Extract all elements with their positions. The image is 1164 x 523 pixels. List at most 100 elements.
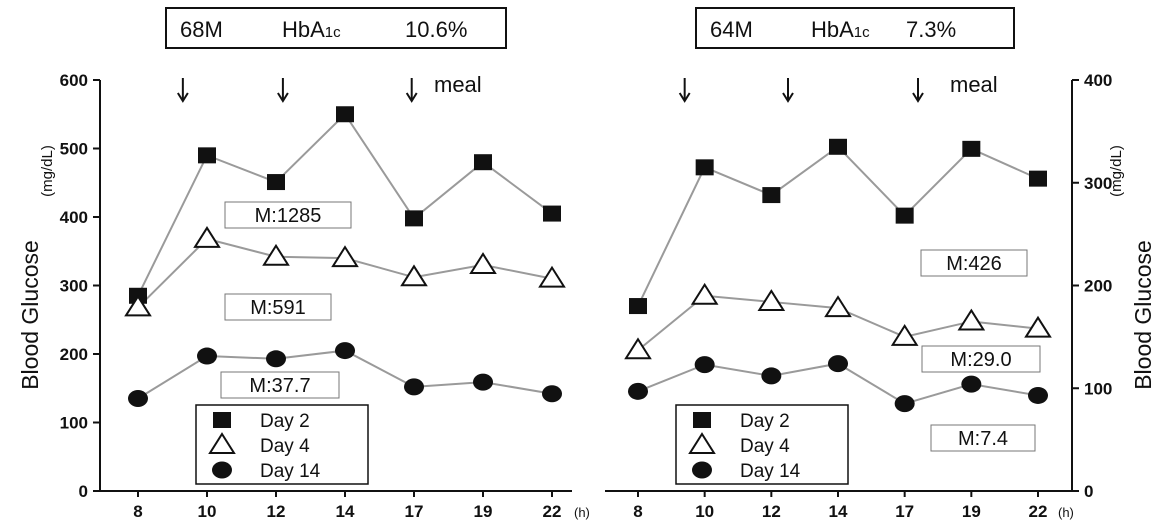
annotation-label: M:591 [250, 297, 306, 319]
x-tick-label: 17 [405, 502, 424, 521]
meal-arrow-head [678, 92, 691, 103]
x-tick-label: 22 [1029, 502, 1048, 521]
data-point-day-2 [336, 106, 354, 123]
x-tick-label: 8 [133, 502, 142, 521]
data-point-day-14 [335, 342, 355, 360]
y-axis-unit: (mg/dL) [1108, 145, 1125, 197]
x-tick-label: 14 [829, 502, 848, 521]
y-axis-title: Blood Glucose [1130, 240, 1156, 390]
data-point-day-4 [262, 243, 290, 266]
y-tick-label: 200 [60, 345, 88, 364]
data-point-day-14 [128, 390, 148, 408]
legend-marker [692, 461, 712, 479]
right-panel-chart: 64M HbA1c 7.3% 0 100 200 300 400 8 10 12 14 17 19 22 (h… [605, 7, 1156, 521]
title-box [695, 7, 1015, 49]
meal-arrow-head [277, 92, 289, 103]
legend-marker [693, 412, 711, 428]
y-axis-unit: (mg/dL) [39, 145, 56, 197]
x-unit-label: (h) [574, 505, 590, 520]
meal-arrow-head [405, 92, 418, 103]
data-point-day-14 [266, 350, 286, 368]
data-point-day-2 [695, 159, 714, 176]
data-point-day-4 [1024, 315, 1052, 338]
data-point-day-2 [267, 174, 285, 191]
data-point-day-14 [628, 382, 648, 400]
x-unit-label: (h) [1058, 505, 1074, 520]
annotation-label: M:37.7 [249, 375, 310, 397]
annotation-box [220, 371, 340, 399]
title-hba-subscript: 1c [325, 24, 341, 41]
legend-label: Day 14 [740, 461, 801, 482]
data-point-day-14 [961, 375, 982, 393]
y-tick-label: 300 [1084, 174, 1112, 193]
data-point-day-2 [474, 154, 492, 171]
legend-marker [688, 432, 716, 454]
data-point-day-2 [1029, 170, 1047, 187]
annotation-label: M:1285 [255, 205, 322, 227]
data-point-day-2 [962, 140, 981, 157]
meal-arrow-head [782, 92, 794, 103]
annotation-label: M:29.0 [950, 349, 1011, 371]
annotation-label: M:426 [946, 253, 1002, 275]
data-point-day-2 [895, 207, 914, 224]
data-point-day-4 [690, 282, 719, 305]
y-tick-label: 200 [1084, 277, 1112, 296]
data-point-day-2 [629, 298, 647, 315]
title-subject: 64M [710, 17, 753, 42]
y-tick-label: 0 [1084, 482, 1093, 501]
data-point-day-4 [824, 295, 852, 318]
x-tick-label: 22 [543, 502, 562, 521]
data-point-day-14 [694, 356, 715, 374]
data-point-day-2 [762, 187, 781, 204]
y-tick-label: 500 [60, 140, 88, 159]
data-point-day-14 [542, 385, 562, 403]
data-point-day-4 [469, 252, 497, 274]
legend-marker [213, 412, 231, 428]
legend-label: Day 14 [260, 461, 321, 482]
legend-label: Day 2 [260, 411, 310, 432]
y-tick-label: 0 [79, 482, 88, 501]
title-hba-subscript: 1c [854, 24, 870, 41]
data-point-day-4 [400, 264, 428, 287]
title-box [165, 7, 507, 49]
data-point-day-4 [890, 324, 919, 346]
title-hba-value: 7.3% [906, 17, 956, 42]
title-hba-main: HbA [282, 17, 325, 42]
title-hba: HbA1c [811, 17, 870, 42]
data-point-day-14 [197, 347, 217, 365]
y-tick-label: 300 [60, 277, 88, 296]
x-tick-label: 17 [895, 502, 914, 521]
y-tick-label: 400 [1084, 71, 1112, 90]
data-point-day-14 [1028, 386, 1048, 404]
data-point-day-2 [829, 138, 847, 155]
x-tick-label: 19 [962, 502, 981, 521]
x-tick-label: 14 [336, 502, 355, 521]
data-point-day-4 [957, 308, 986, 331]
legend-marker [208, 432, 236, 454]
data-point-day-2 [198, 147, 216, 164]
meal-label: meal [950, 72, 998, 97]
data-point-day-14 [404, 378, 424, 396]
data-point-day-4 [624, 337, 652, 360]
y-tick-label: 600 [60, 71, 88, 90]
meal-arrow-head [912, 92, 924, 103]
annotation-box [930, 424, 1036, 452]
annotation-box [224, 293, 332, 321]
y-tick-label: 400 [60, 208, 88, 227]
meal-arrow-head [177, 92, 189, 103]
y-tick-label: 100 [60, 414, 88, 433]
title-hba-main: HbA [811, 17, 854, 42]
annotation-box [920, 249, 1028, 277]
data-point-day-4 [124, 294, 152, 317]
legend-marker [212, 461, 232, 479]
annotation-label: M:7.4 [958, 428, 1008, 450]
y-axis-title: Blood Glucose [17, 240, 43, 390]
meal-label: meal [434, 72, 482, 97]
left-panel-chart: 68M HbA1c 10.6% 0 100 200 300 400 500 600 8 10 12 14 1… [17, 7, 590, 521]
x-tick-label: 19 [474, 502, 493, 521]
legend-label: Day 4 [260, 436, 310, 457]
legend-label: Day 2 [740, 411, 790, 432]
annotation-box [921, 345, 1041, 373]
y-tick-label: 100 [1084, 379, 1112, 398]
